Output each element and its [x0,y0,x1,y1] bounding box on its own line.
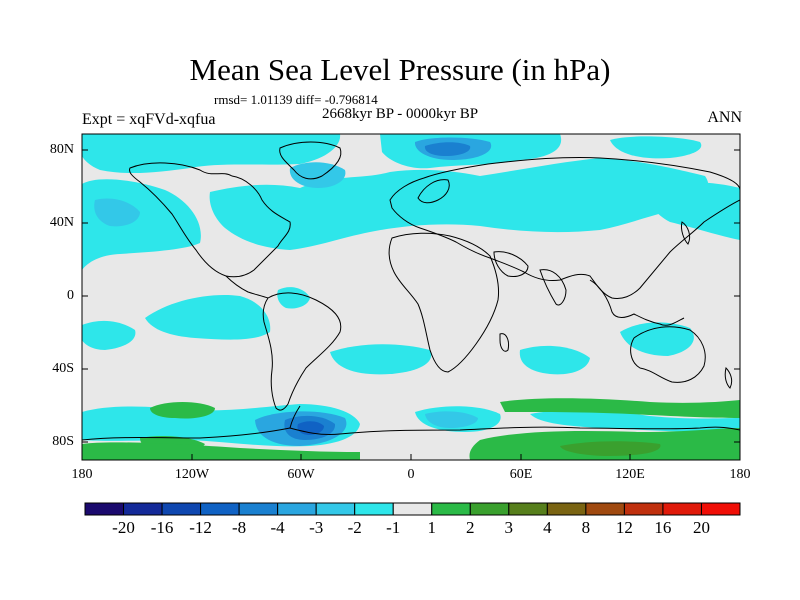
coast-india [539,269,567,306]
lon-label-180e: 180 [729,467,751,482]
south-indian-anomaly [519,345,590,375]
colorbar-swatch [508,502,548,516]
north-pacific-mid-anomaly [94,198,140,227]
coast-australia [630,326,706,383]
lat-label-80s: 80S [52,434,74,449]
colorbar-swatch [123,502,163,516]
colorbar-swatch [392,502,433,516]
colorbar [84,502,741,516]
colorbar-swatch [431,502,471,516]
lon-label-0: 0 [407,467,415,482]
lon-label-60e: 60E [509,467,533,482]
colorbar-label: -12 [189,518,212,537]
coast-eurasia [389,156,740,299]
colorbar-swatch [161,502,202,516]
lon-label-120w: 120W [174,467,210,482]
antarctic-coast-anomaly [530,410,740,432]
arctic-anomaly-far-east [610,136,702,159]
colorbar-label: -20 [112,518,135,537]
lat-label-80n: 80N [49,142,74,157]
colorbar-swatch [354,502,394,516]
coast-southeast-asia [589,279,685,326]
colorbar-swatch [315,502,356,516]
coastlines [82,141,740,441]
south-pacific-anomaly [145,294,271,340]
colorbar-label: 20 [693,518,710,537]
colorbar-swatch [700,502,741,516]
colorbar-swatch [662,502,702,516]
coast-japan [681,221,691,245]
colorbar-label: 8 [581,518,591,537]
coast-central-america [225,275,269,299]
antarctic-east-positive-band [500,398,740,418]
eastern-pacific-anomaly [82,320,136,350]
anomaly-field [82,134,740,460]
antarctic-interior-positive-core [560,441,661,456]
lat-ticks [82,149,740,443]
coast-arabia [493,251,529,277]
colorbar-label: 12 [615,518,633,537]
colorbar-swatch [200,502,240,516]
north-pacific-east-anomaly [649,182,740,240]
colorbar-label: -8 [232,518,247,537]
antarctic-south-pacific-positive [82,442,360,460]
barents-core-anomaly [424,142,471,156]
coast-madagascar [499,333,509,352]
coast-new-zealand [724,367,733,389]
southern-ocean-mid-east [425,411,478,428]
plot-title: Mean Sea Level Pressure (in hPa) [189,52,611,87]
colorbar-swatch [238,502,279,516]
colorbar-label: -1 [386,518,401,537]
colorbar-label: 16 [654,518,672,537]
experiment-label: Expt = xqFVd-xqfua [82,111,216,128]
coast-greenland [279,141,342,180]
colorbar-label: 3 [504,518,514,537]
coast-south-america [262,292,342,411]
tasman-anomaly [620,322,694,356]
colorbar-swatch [84,502,125,516]
lon-label-120e: 120E [615,467,645,482]
indian-ocean-anomaly [330,344,432,375]
colorbar-label: -4 [270,518,285,537]
colorbar-label: -2 [347,518,362,537]
lat-label-40n: 40N [49,215,74,230]
season-label: ANN [707,109,742,126]
coast-africa [388,232,499,373]
colorbar-label: -16 [150,518,174,537]
colorbar-label: 2 [466,518,475,537]
coast-antarctica [82,426,740,441]
time-period-label: 2668kyr BP - 0000kyr BP [322,106,479,122]
colorbar-label: -3 [309,518,324,537]
lat-label-40s: 40S [52,361,74,376]
colorbar-swatch [277,502,317,516]
colorbar-label: 4 [543,518,552,537]
colorbar-swatch [585,502,625,516]
coast-north-america [129,162,291,278]
colorbar-swatch [546,502,587,516]
rmsd-diff-stats: rmsd= 1.01139 diff= -0.796814 [214,92,378,107]
colorbar-swatch [623,502,664,516]
coast-scandinavia [417,179,450,204]
lon-label-60w: 60W [287,467,315,482]
lat-label-0: 0 [67,288,74,303]
coast-antarctic-peninsula [289,405,301,429]
lon-ticks [191,454,631,460]
colorbar-label: 1 [427,518,437,537]
colorbar-swatch [469,502,510,516]
southern-pacific-positive [150,402,215,419]
lon-label-180w: 180 [71,467,93,482]
